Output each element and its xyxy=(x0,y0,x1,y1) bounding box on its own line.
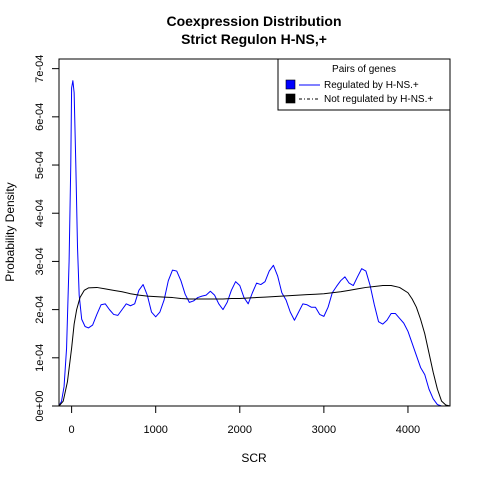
x-tick-label: 3000 xyxy=(312,424,336,436)
legend: Pairs of genes Regulated by H-NS.+ Not r… xyxy=(277,58,451,111)
plot-area xyxy=(58,80,451,407)
series-not-regulated-line xyxy=(58,285,451,407)
plot-border xyxy=(58,58,451,407)
y-axis-label: Probability Density xyxy=(3,182,17,281)
legend-entry-regulated: Regulated by H-NS.+ xyxy=(324,80,419,91)
y-tick-label: 2e-04 xyxy=(34,296,46,324)
legend-swatch-regulated xyxy=(285,79,296,90)
x-tick-label: 4000 xyxy=(396,424,420,436)
series-regulated-line xyxy=(58,80,450,407)
y-tick-label: 3e-04 xyxy=(34,247,46,275)
legend-entry-not-regulated: Not regulated by H-NS.+ xyxy=(324,94,433,105)
y-tick-label: 6e-04 xyxy=(34,103,46,131)
x-tick-label: 1000 xyxy=(143,424,167,436)
x-tick-label: 2000 xyxy=(228,424,252,436)
y-tick-label: 5e-04 xyxy=(34,151,46,179)
chart-title: Coexpression Distribution xyxy=(166,13,341,29)
legend-swatch-not-regulated xyxy=(285,93,296,104)
legend-title: Pairs of genes xyxy=(332,64,396,75)
y-tick-label: 0e+00 xyxy=(34,391,46,422)
x-axis: 0 1000 2000 3000 4000 xyxy=(69,406,420,436)
x-axis-label: SCR xyxy=(241,451,267,465)
y-tick-label: 1e-04 xyxy=(34,344,46,372)
y-tick-label: 4e-04 xyxy=(34,199,46,227)
y-axis: 0e+00 1e-04 2e-04 3e-04 4e-04 5e-04 6e-04 7e-04 xyxy=(34,55,59,422)
x-tick-label: 0 xyxy=(69,424,75,436)
y-tick-label: 7e-04 xyxy=(34,55,46,83)
chart-subtitle: Strict Regulon H-NS,+ xyxy=(181,31,327,47)
